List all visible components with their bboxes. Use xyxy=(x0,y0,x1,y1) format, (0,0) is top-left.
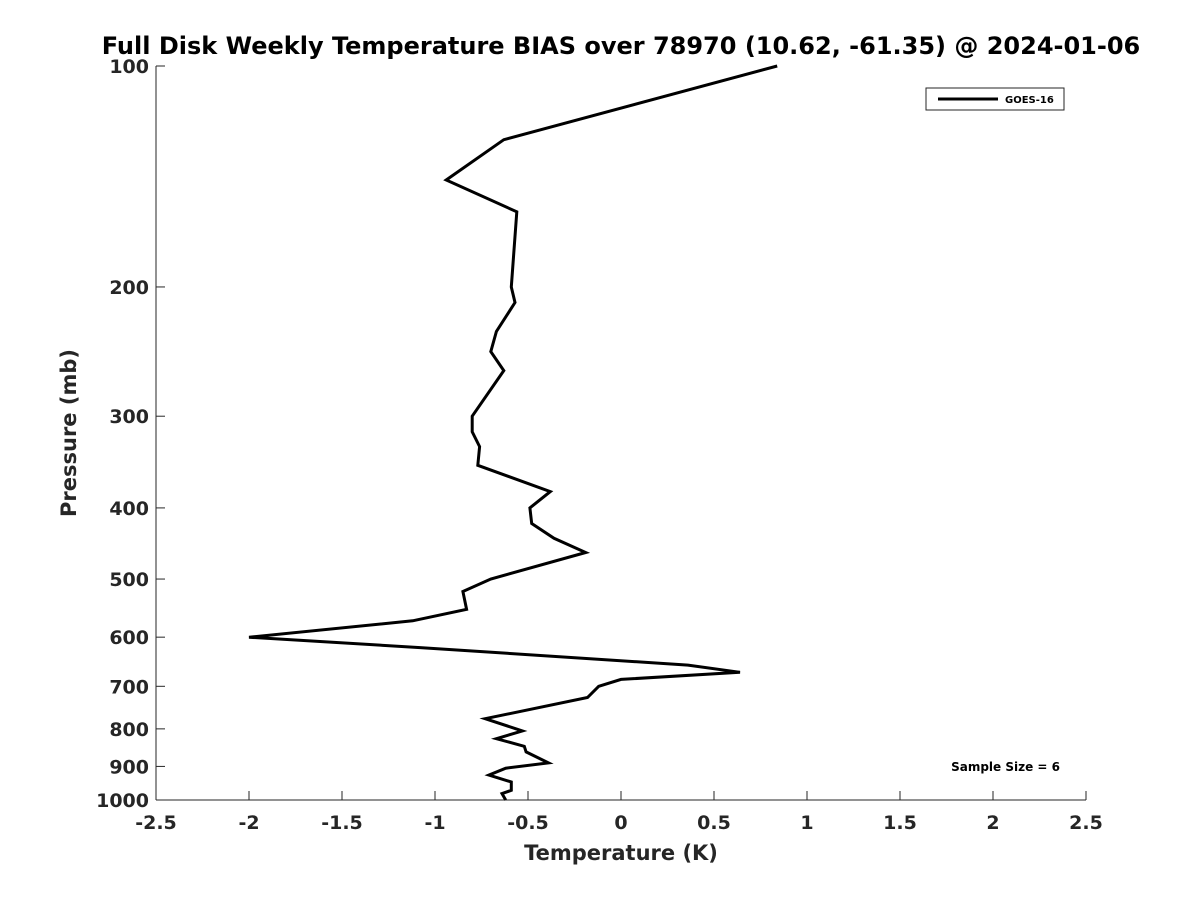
y-tick-label: 1000 xyxy=(96,790,149,812)
y-tick-label: 300 xyxy=(109,406,149,428)
series-layer xyxy=(248,64,778,801)
x-tick-label: 2 xyxy=(986,812,999,834)
legend: GOES-16 xyxy=(925,87,1065,111)
y-tick-label: 100 xyxy=(109,56,149,78)
sample-size-annotation: Sample Size = 6 xyxy=(951,760,1060,774)
chart-title: Full Disk Weekly Temperature BIAS over 7… xyxy=(102,32,1141,60)
x-tick-label: -0.5 xyxy=(507,812,549,834)
x-tick-label: -1 xyxy=(424,812,445,834)
x-axis-ticks: -2.5 -2 -1.5 -1 -0.5 0 0.5 1 1.5 2 2.5 xyxy=(135,791,1103,834)
x-tick-label: -1.5 xyxy=(321,812,363,834)
y-axis-ticks: 100 200 300 400 500 600 700 800 900 1000 xyxy=(96,56,165,812)
x-tick-label: 1.5 xyxy=(883,812,917,834)
legend-entry-goes-16: GOES-16 xyxy=(1005,95,1054,106)
x-axis-label: Temperature (K) xyxy=(524,841,718,865)
y-tick-label: 700 xyxy=(109,676,149,698)
y-tick-label: 600 xyxy=(109,627,149,649)
series-line-goes-16 xyxy=(248,64,778,801)
y-tick-label: 200 xyxy=(109,277,149,299)
y-tick-label: 400 xyxy=(109,498,149,520)
y-axis-label: Pressure (mb) xyxy=(57,349,81,517)
x-tick-label: 0.5 xyxy=(697,812,731,834)
y-tick-label: 800 xyxy=(109,719,149,741)
x-tick-label: -2 xyxy=(238,812,259,834)
x-tick-label: 2.5 xyxy=(1069,812,1103,834)
plot-area xyxy=(155,66,1086,801)
y-tick-label: 500 xyxy=(109,569,149,591)
x-tick-label: 0 xyxy=(614,812,627,834)
x-tick-label: 1 xyxy=(800,812,813,834)
y-tick-label: 900 xyxy=(109,756,149,778)
x-tick-label: -2.5 xyxy=(135,812,177,834)
